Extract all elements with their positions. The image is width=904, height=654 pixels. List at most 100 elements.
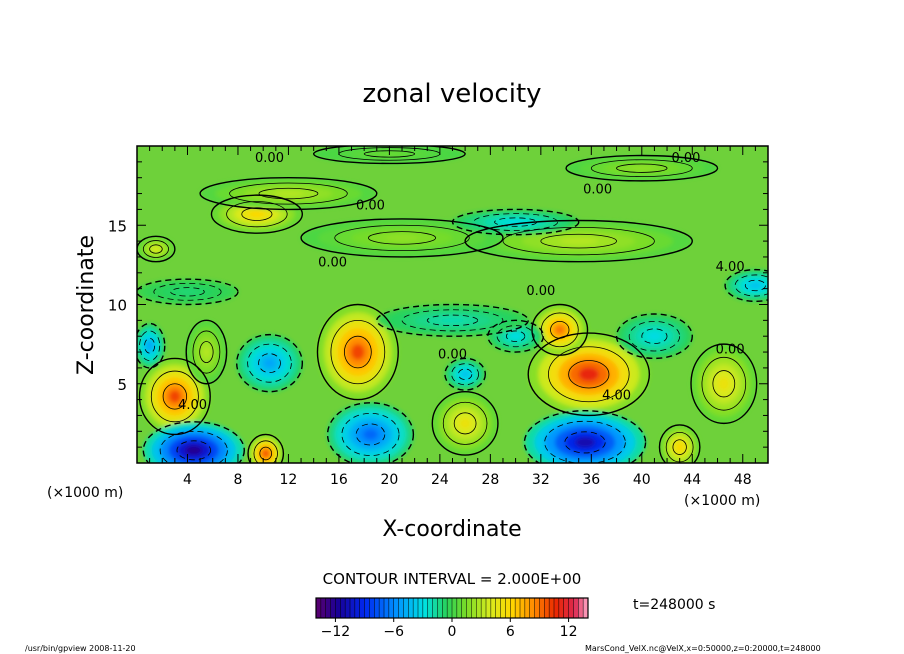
feature-contours (210, 194, 304, 234)
time-label: t=248000 s (633, 597, 715, 613)
colorbar-segment (563, 598, 569, 618)
feature-contours (137, 322, 166, 369)
contour-line (658, 424, 701, 463)
colorbar-segment (529, 598, 535, 618)
colorbar-segment (539, 598, 545, 618)
contour-line (616, 163, 668, 173)
contour-line (162, 383, 188, 410)
contour-line (401, 309, 504, 332)
contour-line (548, 346, 630, 403)
field-feature (137, 279, 238, 305)
contour-line (367, 231, 437, 245)
field-feature (524, 410, 646, 463)
colorbar-segment (515, 598, 521, 618)
field-feature (139, 358, 211, 435)
x-tick-label: 4 (183, 472, 192, 488)
contour-line (487, 319, 545, 353)
colorbar-segment (544, 598, 550, 618)
contour-line (137, 235, 176, 263)
contour-line (334, 224, 470, 252)
colorbar-segment (369, 598, 375, 618)
field-level (629, 166, 655, 171)
contour-line (253, 440, 278, 463)
colorbar-segment (505, 598, 511, 618)
contour-line (453, 412, 477, 435)
contour-line (137, 278, 239, 306)
x-tick-label: 48 (734, 472, 752, 488)
contour-line (590, 159, 693, 178)
contour-line (139, 330, 161, 361)
colorbar-segment (466, 598, 472, 618)
contour-line (701, 356, 747, 411)
contour-label: 0.00 (716, 343, 745, 358)
contour-line (330, 319, 386, 385)
colorbar-segment (452, 598, 458, 618)
field-level (555, 325, 565, 335)
field-feature (376, 304, 529, 337)
contour-line (300, 218, 504, 258)
contour-line (527, 332, 651, 417)
contour-line (144, 337, 156, 354)
plot-area: 0.00 0.00 0.00 0.00 0.00 4.00 0.00 0.00 0.00 4.00… (137, 146, 768, 463)
feature-contours (451, 208, 580, 236)
colorbar-segment (534, 598, 540, 618)
field-level (510, 333, 521, 339)
contour-line (744, 279, 766, 292)
field-feature (236, 334, 303, 392)
colorbar-segment (335, 598, 341, 618)
x-tick-label: 44 (683, 472, 701, 488)
colorbar-segment (568, 598, 574, 618)
contour-line (199, 176, 378, 211)
contour-line (690, 343, 758, 425)
contour-line (442, 401, 488, 445)
field-level (559, 237, 598, 245)
contour-line (150, 370, 199, 423)
x-tick-label: 12 (280, 472, 298, 488)
x-tick-label: 24 (431, 472, 449, 488)
field-feature (200, 177, 377, 210)
contour-label: 0.00 (671, 151, 700, 166)
contour-line (247, 433, 285, 463)
colorbar-segment (413, 598, 419, 618)
feature-contours (142, 421, 245, 463)
contour-line (451, 208, 580, 236)
colorbar-segment (374, 598, 380, 618)
colorbar-segment (456, 598, 463, 618)
colorbar-segment (408, 598, 414, 618)
field-level (351, 344, 365, 360)
contour-line (628, 321, 681, 352)
contour-label: 0.00 (318, 255, 347, 270)
contour-line (505, 330, 526, 342)
colorbar (315, 597, 589, 619)
field-level (363, 429, 378, 440)
colorbar-segment (432, 598, 438, 618)
footer-right: MarsCond_VelX.nc@VelX,x=0:50000,z=0:2000… (585, 644, 821, 653)
feature-contours (247, 433, 285, 463)
feature-contours (316, 303, 399, 401)
x-tick-label: 16 (330, 472, 348, 488)
contour-line (564, 431, 606, 454)
colorbar-segment (393, 598, 399, 618)
contour-line (355, 423, 386, 446)
field-level (185, 445, 203, 456)
field-level (179, 289, 196, 294)
colorbar-tick-label: −12 (321, 624, 351, 640)
colorbar-segment (422, 598, 429, 618)
contour-line (199, 341, 214, 364)
colorbar-tick-label: −6 (383, 624, 404, 640)
x-tick-label: 36 (582, 472, 600, 488)
feature-contours (300, 218, 504, 258)
contour-label: 0.00 (438, 347, 467, 362)
field-level (750, 282, 761, 289)
contour-line (672, 439, 687, 455)
feature-contours (185, 319, 228, 385)
x-tick-label: 28 (481, 472, 499, 488)
contour-interval-label: CONTOUR INTERVAL = 2.000E+00 (323, 570, 582, 588)
colorbar-segment (340, 598, 346, 618)
field-level (461, 371, 469, 377)
feature-contours (527, 332, 651, 417)
contour-line (494, 217, 538, 227)
field-feature (725, 269, 768, 302)
colorbar-segment (320, 598, 327, 618)
